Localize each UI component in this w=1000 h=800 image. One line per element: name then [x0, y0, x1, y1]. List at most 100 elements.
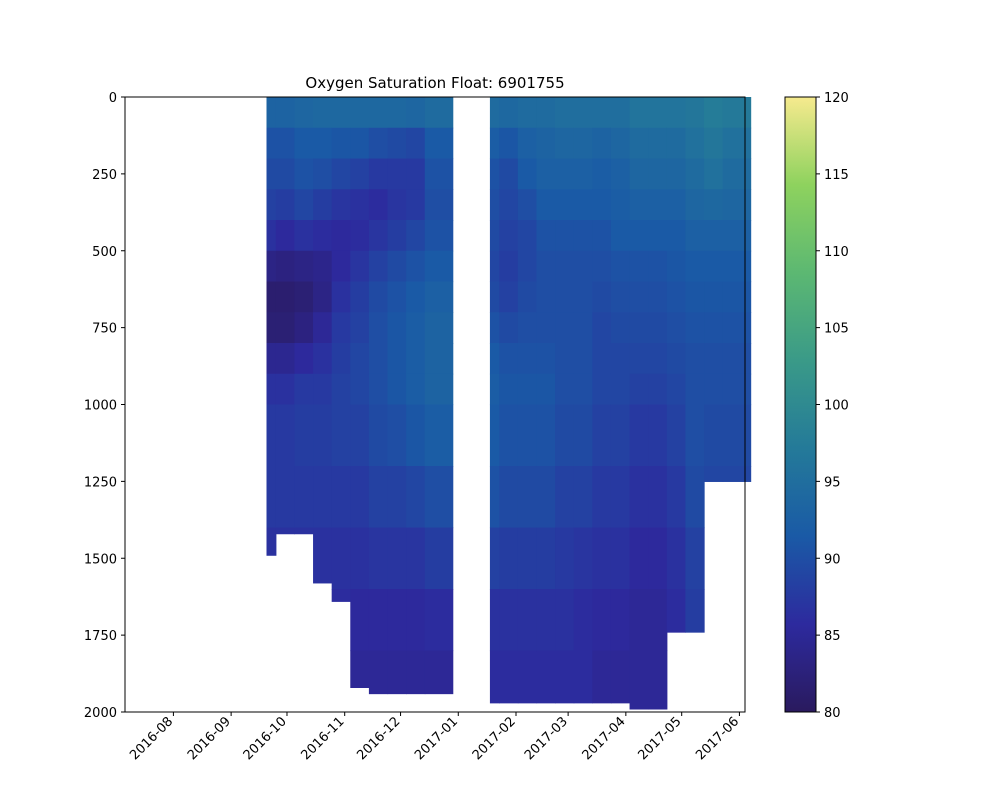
profile-column	[368, 97, 389, 695]
heatmap-cell	[294, 312, 314, 344]
heatmap-cell	[555, 343, 575, 375]
heatmap-cell	[629, 127, 649, 160]
heatmap-cell	[648, 281, 668, 313]
heatmap-cell	[610, 343, 631, 375]
heatmap-cell	[313, 312, 333, 344]
heatmap-cell	[536, 220, 556, 252]
x-tick-label: 2016-10	[241, 714, 290, 763]
heatmap-cell	[387, 404, 407, 467]
heatmap-cell	[722, 220, 752, 252]
heatmap-cell	[629, 343, 649, 375]
heatmap-cell	[489, 466, 500, 529]
heatmap-cell	[350, 281, 370, 313]
heatmap-cell	[387, 312, 407, 344]
heatmap-cell	[610, 281, 631, 313]
heatmap-cell	[517, 281, 538, 313]
heatmap-cell	[685, 466, 705, 529]
heatmap-cell	[517, 527, 538, 590]
heatmap-cell	[517, 312, 538, 344]
profile-column	[275, 97, 296, 535]
x-tick-label: 2017-02	[470, 714, 519, 763]
heatmap-cell	[275, 281, 296, 313]
heatmap-cell	[573, 281, 593, 313]
heatmap-cell	[592, 127, 612, 160]
heatmap-cell	[629, 97, 649, 129]
heatmap-cell	[704, 158, 724, 190]
heatmap-cell	[275, 312, 296, 344]
heatmap-cell	[266, 220, 277, 252]
heatmap-cell	[499, 589, 519, 652]
profile-column	[536, 97, 556, 704]
heatmap-cell	[648, 466, 668, 529]
x-tick-label: 2016-12	[354, 714, 403, 763]
heatmap-cell	[350, 220, 370, 252]
heatmap-cell	[573, 404, 593, 467]
heatmap-cell	[629, 589, 649, 652]
heatmap-cell	[722, 97, 752, 129]
heatmap-cell	[685, 127, 705, 160]
y-tick-label: 1500	[84, 552, 117, 567]
heatmap-cell	[266, 158, 277, 190]
profile-column	[517, 97, 538, 704]
heatmap-cell	[648, 250, 668, 283]
heatmap-cell	[350, 97, 370, 129]
heatmap-cell	[517, 373, 538, 406]
heatmap-cell	[313, 127, 333, 160]
x-tick-label: 2017-01	[412, 714, 461, 763]
colorbar	[784, 96, 817, 713]
heatmap-cell	[368, 97, 389, 129]
heatmap-cell	[424, 404, 454, 467]
heatmap-cell	[517, 127, 538, 160]
heatmap-cell	[489, 527, 500, 590]
colorbar-axis: 80 85 90 95 100 105 110 115 120	[816, 91, 849, 721]
heatmap-cell	[573, 158, 593, 190]
heatmap-cell	[331, 281, 351, 313]
heatmap-cell	[573, 466, 593, 529]
heatmap-cell	[536, 650, 556, 704]
heatmap-cell	[424, 650, 454, 695]
heatmap-cell	[266, 373, 277, 406]
heatmap-cell	[313, 250, 333, 283]
heatmap-cell	[685, 404, 705, 467]
heatmap-cell	[704, 281, 724, 313]
heatmap-cell	[424, 373, 454, 406]
heatmap-cell	[610, 220, 631, 252]
colorbar-tick-label: 120	[824, 91, 849, 106]
heatmap-cell	[573, 373, 593, 406]
heatmap-cell	[704, 373, 724, 406]
heatmap-cell	[555, 466, 575, 529]
heatmap-cell	[499, 127, 519, 160]
heatmap-cell	[313, 158, 333, 190]
heatmap-cell	[555, 589, 575, 652]
heatmap-cell	[275, 250, 296, 283]
heatmap-cell	[424, 466, 454, 529]
heatmap-cell	[592, 281, 612, 313]
heatmap-cell	[368, 158, 389, 190]
heatmap-cell	[517, 189, 538, 221]
heatmap-cell	[499, 466, 519, 529]
heatmap-cell	[499, 527, 519, 590]
profile-column	[555, 97, 575, 704]
heatmap-cell	[406, 220, 426, 252]
y-tick-label: 1250	[84, 475, 117, 490]
heatmap-cell	[489, 97, 500, 129]
heatmap-cell	[406, 650, 426, 695]
heatmap-cell	[704, 343, 724, 375]
heatmap-cell	[592, 312, 612, 344]
heatmap-cell	[499, 220, 519, 252]
heatmap-cell	[275, 127, 296, 160]
heatmap-cell	[266, 97, 277, 129]
heatmap-cell	[266, 189, 277, 221]
heatmap-cell	[685, 220, 705, 252]
heatmap-cell	[685, 281, 705, 313]
heatmap-cell	[350, 312, 370, 344]
profile-column	[592, 97, 612, 704]
heatmap-cell	[517, 220, 538, 252]
heatmap-cell	[666, 250, 687, 283]
colorbar-tick-label: 115	[824, 168, 849, 183]
heatmap-cell	[685, 343, 705, 375]
profile-column	[331, 97, 351, 602]
heatmap-cell	[704, 189, 724, 221]
heatmap-cell	[489, 650, 500, 704]
